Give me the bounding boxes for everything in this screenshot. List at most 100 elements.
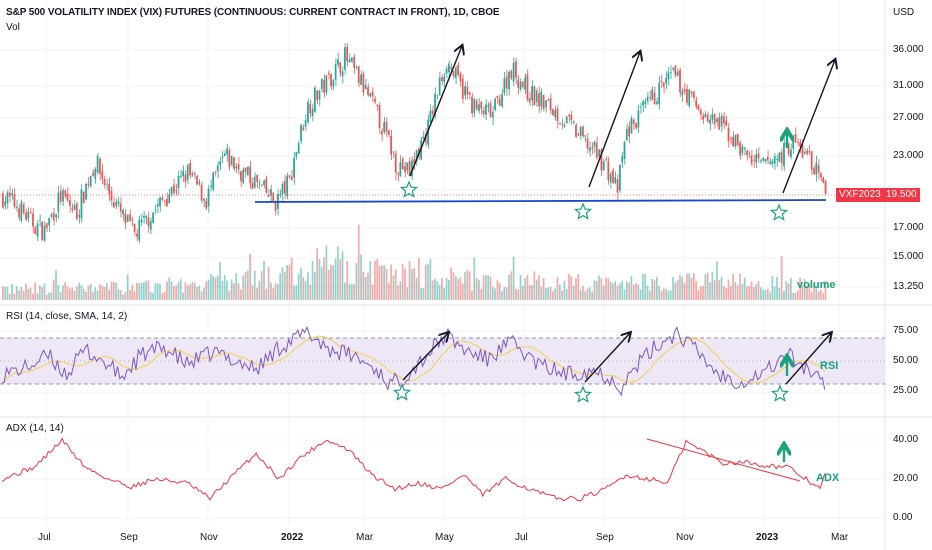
candle-body <box>790 149 792 158</box>
volume-bar <box>99 284 101 300</box>
volume-bar <box>563 280 566 300</box>
candle-body <box>196 175 198 185</box>
volume-bar <box>489 276 492 300</box>
candle-body <box>341 71 344 77</box>
volume-bar <box>18 289 20 300</box>
volume-bar <box>773 286 776 300</box>
adx-tick-label: 20.00 <box>893 473 919 484</box>
candle-body <box>489 103 492 117</box>
candle-body <box>496 95 499 98</box>
candle-body <box>258 182 261 184</box>
candle-body <box>170 186 173 196</box>
volume-bar <box>413 268 416 300</box>
candle-body <box>505 76 508 89</box>
candle-body <box>313 87 316 112</box>
price-tick-label: 31.000 <box>893 80 924 91</box>
candle-body <box>422 136 425 139</box>
time-tick-label: Sep <box>596 532 614 543</box>
volume-bar <box>175 285 178 300</box>
volume-bar <box>669 290 672 300</box>
candle-body <box>18 208 20 218</box>
candle-body <box>644 101 647 104</box>
candle-body <box>817 164 820 173</box>
volume-pane <box>2 225 827 300</box>
candle-body <box>431 110 434 115</box>
volume-bar <box>452 272 455 300</box>
candle-body <box>15 206 18 208</box>
rsi-pane[interactable] <box>0 325 885 397</box>
volume-bar <box>20 286 23 300</box>
volume-bar <box>660 290 663 300</box>
rsi-pane-title: RSI (14, close, SMA, 14, 2) <box>6 311 128 322</box>
candle-body <box>706 114 709 122</box>
volume-bar <box>367 272 369 300</box>
candle-body <box>639 106 642 108</box>
candle-body <box>173 184 175 193</box>
time-tick-label: Mar <box>831 532 849 543</box>
candle-body <box>115 202 117 206</box>
candle-body <box>709 119 711 124</box>
candle-body <box>531 85 533 101</box>
volume-bar <box>796 290 799 300</box>
candle-body <box>533 86 536 106</box>
candle-body <box>161 197 164 200</box>
candle-body <box>448 63 450 73</box>
volume-bar <box>353 284 355 300</box>
volume-bar <box>11 284 13 300</box>
volume-bar <box>22 290 25 300</box>
volume-bar <box>13 293 16 300</box>
candle-body <box>112 202 115 208</box>
volume-bar <box>244 272 247 300</box>
candle-body <box>746 150 748 156</box>
candle-body <box>295 152 298 157</box>
candle-body <box>364 84 367 90</box>
volume-bar <box>168 277 171 300</box>
volume-bar <box>265 288 268 300</box>
candle-body <box>357 66 360 84</box>
candle-body <box>43 225 46 241</box>
volume-bar <box>607 278 610 300</box>
candle-body <box>166 198 168 207</box>
volume-bar <box>66 286 69 300</box>
rsi-tick-label: 50.00 <box>893 355 919 366</box>
candle-body <box>783 142 785 167</box>
candle-body <box>126 215 129 222</box>
candle-body <box>441 77 443 82</box>
volume-bar <box>78 282 80 300</box>
volume-bar <box>718 280 721 300</box>
volume-bar <box>478 279 480 300</box>
candle-body <box>484 104 487 115</box>
candle-body <box>293 158 295 178</box>
candle-body <box>563 124 566 127</box>
star-marker <box>573 385 593 403</box>
volume-bar <box>420 288 422 300</box>
volume-bar <box>771 275 774 300</box>
candle-body <box>808 150 811 153</box>
volume-bar <box>785 281 788 300</box>
volume-bar <box>55 270 57 300</box>
volume-bar <box>521 285 524 300</box>
candle-body <box>759 160 762 162</box>
volume-bar <box>679 275 681 300</box>
volume-bar <box>424 264 427 300</box>
volume-bar <box>579 289 582 300</box>
candle-body <box>337 59 339 65</box>
adx-pane[interactable] <box>1 437 826 502</box>
candle-body <box>692 92 695 98</box>
volume-bar <box>702 285 704 300</box>
price-tick-label: 36.000 <box>893 44 924 55</box>
volume-bar <box>736 285 739 300</box>
candle-body <box>397 173 399 175</box>
rsi-tick-label: 75.00 <box>893 325 919 336</box>
volume-bar <box>649 290 651 300</box>
volume-bar <box>256 287 258 300</box>
candle-body <box>792 136 795 149</box>
volume-bar <box>711 271 714 300</box>
candle-body <box>207 188 210 207</box>
price-pane[interactable] <box>0 43 885 244</box>
candle-body <box>540 91 543 107</box>
trend-arrow <box>584 333 630 383</box>
volume-bar <box>799 277 801 300</box>
candle-body <box>755 154 758 163</box>
